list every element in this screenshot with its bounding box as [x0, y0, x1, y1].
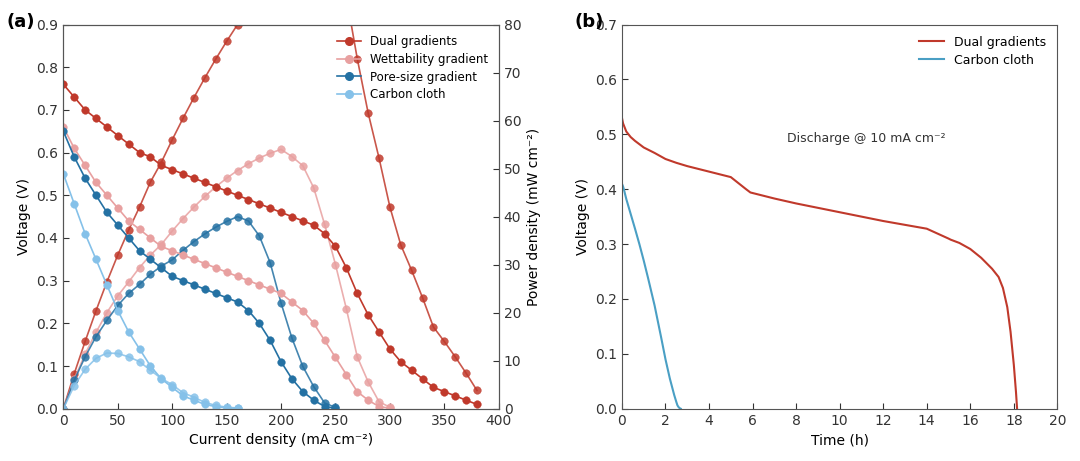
Line: Carbon cloth: Carbon cloth [622, 183, 680, 409]
Carbon cloth [673, 405, 686, 411]
Dual gradients [920, 226, 933, 231]
Y-axis label: Voltage (V): Voltage (V) [17, 178, 31, 255]
Dual gradients [833, 209, 846, 215]
Dual gradients [620, 129, 633, 134]
Dual gradients [725, 174, 738, 180]
Dual gradients [703, 169, 716, 174]
X-axis label: Time (h): Time (h) [811, 433, 868, 447]
Carbon cloth [672, 404, 685, 410]
Carbon cloth [674, 406, 687, 412]
Carbon cloth [670, 399, 683, 405]
Dual gradients [616, 115, 629, 121]
Carbon cloth [624, 211, 637, 217]
Dual gradients [618, 123, 631, 129]
Dual gradients [629, 138, 642, 144]
Dual gradients [986, 266, 999, 272]
Y-axis label: Voltage (V): Voltage (V) [576, 178, 590, 255]
Carbon cloth [648, 303, 661, 308]
Dual gradients [633, 142, 646, 147]
Dual gradients [974, 255, 987, 260]
Text: (b): (b) [575, 13, 604, 31]
Carbon cloth [620, 196, 633, 202]
Carbon cloth [654, 335, 667, 340]
Dual gradients [899, 222, 912, 228]
Dual gradients [648, 150, 661, 156]
Carbon cloth [659, 356, 672, 362]
Dual gradients [944, 237, 957, 242]
Dual gradients [811, 205, 824, 211]
Carbon cloth [667, 392, 680, 398]
X-axis label: Current density (mA cm⁻²): Current density (mA cm⁻²) [189, 433, 373, 447]
Dual gradients [624, 134, 637, 140]
Dual gradients [997, 285, 1010, 291]
Carbon cloth [633, 241, 646, 247]
Dual gradients [1001, 304, 1014, 310]
Dual gradients [744, 190, 757, 195]
Dual gradients [942, 236, 955, 242]
Carbon cloth [629, 226, 642, 231]
Dual gradients [963, 246, 976, 252]
Dual gradients [659, 156, 672, 162]
Dual gradients [855, 214, 868, 219]
Dual gradients [740, 186, 753, 192]
Carbon cloth [671, 402, 684, 408]
Dual gradients [1010, 390, 1023, 395]
Dual gradients [1008, 362, 1021, 367]
Dual gradients [993, 274, 1005, 280]
Dual gradients [757, 193, 770, 199]
Dual gradients [1011, 406, 1024, 412]
Dual gradients [948, 238, 961, 244]
Dual gradients [768, 196, 781, 201]
Line: Dual gradients: Dual gradients [622, 118, 1017, 409]
Dual gradients [617, 121, 630, 126]
Carbon cloth [642, 275, 654, 281]
Dual gradients [1004, 329, 1017, 335]
Dual gradients [670, 160, 683, 165]
Legend: Dual gradients, Wettability gradient, Pore-size gradient, Carbon cloth: Dual gradients, Wettability gradient, Po… [333, 30, 492, 106]
Dual gradients [637, 145, 650, 150]
Dual gradients [877, 218, 890, 224]
Carbon cloth [663, 376, 676, 381]
Dual gradients [680, 163, 693, 169]
Dual gradients [789, 201, 802, 206]
Dual gradients [953, 240, 966, 246]
Carbon cloth [618, 188, 631, 193]
Carbon cloth [616, 181, 629, 186]
Carbon cloth [637, 258, 650, 263]
Legend: Dual gradients, Carbon cloth: Dual gradients, Carbon cloth [914, 31, 1051, 72]
Text: Discharge @ 10 mA cm⁻²: Discharge @ 10 mA cm⁻² [787, 132, 946, 145]
Text: (a): (a) [6, 13, 36, 31]
Carbon cloth [617, 183, 630, 189]
Y-axis label: Power density (mW cm⁻²): Power density (mW cm⁻²) [527, 128, 541, 306]
